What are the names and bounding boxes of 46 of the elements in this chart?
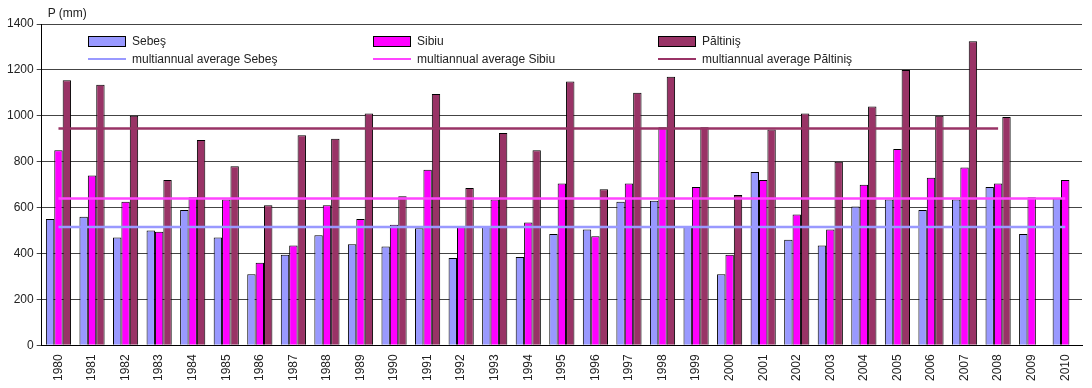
x-tick-label: 2001 <box>755 353 770 382</box>
y-tick-label: 200 <box>13 291 35 306</box>
x-tick-label: 2007 <box>956 353 971 382</box>
y-tick-label: 1200 <box>6 62 35 77</box>
x-tick-label: 1994 <box>520 353 535 382</box>
x-tick-label: 1989 <box>352 353 367 382</box>
x-tick-label: 2009 <box>1023 353 1038 382</box>
x-tick-label: 2006 <box>923 353 938 382</box>
y-tick-label: 1400 <box>6 16 35 31</box>
x-tick-label: 1999 <box>688 353 703 382</box>
y-tick-label: 400 <box>13 245 35 260</box>
x-tick-label: 1996 <box>587 353 602 382</box>
x-tick-label: 1980 <box>50 353 65 382</box>
y-tick-label: 600 <box>13 199 35 214</box>
x-tick-label: 1988 <box>319 353 334 382</box>
x-tick-label: 2003 <box>822 353 837 382</box>
y-tick-label: 0 <box>27 337 35 352</box>
x-tick-label: 1998 <box>654 353 669 382</box>
x-tick-label: 1997 <box>621 353 636 382</box>
x-tick-label: 2008 <box>990 353 1005 382</box>
x-tick-label: 1984 <box>185 353 200 382</box>
x-tick-label: 1995 <box>554 353 569 382</box>
legend-label: Sebeş <box>132 34 167 48</box>
x-tick-label: 1986 <box>252 353 267 382</box>
x-tick-label: 1983 <box>151 353 166 382</box>
legend-label: Păltiniş <box>702 34 741 48</box>
x-tick-label: 2000 <box>721 353 736 382</box>
y-tick-label: 800 <box>13 154 35 169</box>
y-tick-label: 1000 <box>6 108 35 123</box>
x-tick-label: 2002 <box>789 353 804 382</box>
x-tick-label: 1993 <box>487 353 502 382</box>
x-tick-label: 2005 <box>889 353 904 382</box>
legend-label: multiannual average Sebeş <box>132 52 278 66</box>
x-tick-label: 2010 <box>1057 353 1072 382</box>
x-tick-label: 1985 <box>218 353 233 382</box>
x-tick-label: 1987 <box>285 353 300 382</box>
x-tick-label: 1990 <box>386 353 401 382</box>
x-tick-label: 1982 <box>117 353 132 382</box>
x-tick-label: 2004 <box>856 353 871 382</box>
legend-label: Sibiu <box>417 34 444 48</box>
y-axis-title: P (mm) <box>47 6 87 21</box>
x-tick-label: 1981 <box>84 353 99 382</box>
x-tick-label: 1992 <box>453 353 468 382</box>
x-tick-label: 1991 <box>419 353 434 382</box>
legend-label: multiannual average Sibiu <box>417 52 556 66</box>
legend-label: multiannual average Păltiniş <box>702 52 853 66</box>
